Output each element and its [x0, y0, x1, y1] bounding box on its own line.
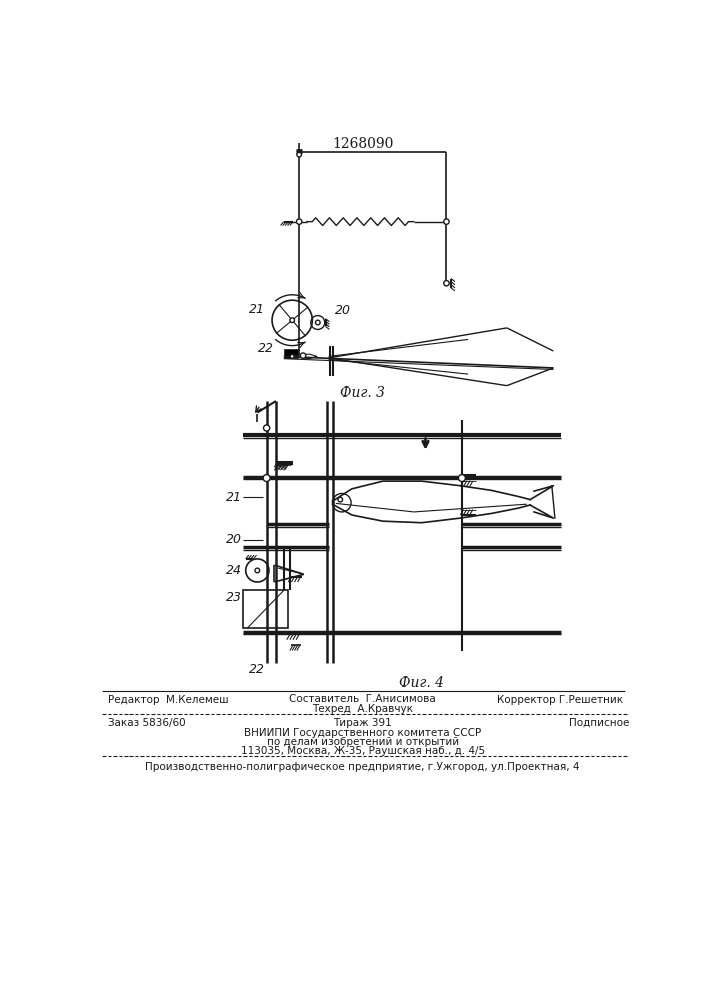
- Circle shape: [264, 425, 270, 431]
- Circle shape: [290, 318, 295, 323]
- Text: 21: 21: [226, 491, 242, 504]
- Circle shape: [300, 353, 305, 358]
- Text: 20: 20: [226, 533, 242, 546]
- Text: Редактор  М.Келемеш: Редактор М.Келемеш: [107, 695, 228, 705]
- Text: по делам изобретений и открытий: по делам изобретений и открытий: [267, 737, 459, 747]
- Circle shape: [444, 219, 449, 224]
- Text: 21: 21: [249, 303, 265, 316]
- Text: Корректор Г.Решетник: Корректор Г.Решетник: [497, 695, 623, 705]
- Text: Техред  А.Кравчук: Техред А.Кравчук: [312, 704, 413, 714]
- Text: 23: 23: [226, 591, 242, 604]
- Circle shape: [255, 568, 259, 573]
- Text: Подписное: Подписное: [569, 718, 629, 728]
- Circle shape: [338, 497, 343, 502]
- Text: 20: 20: [335, 304, 351, 317]
- Circle shape: [458, 475, 465, 482]
- Bar: [243, 590, 288, 628]
- Text: 22: 22: [250, 663, 265, 676]
- Text: Фиг. 4: Фиг. 4: [399, 676, 444, 690]
- Text: Производственно-полиграфическое предприятие, г.Ужгород, ул.Проектная, 4: Производственно-полиграфическое предприя…: [146, 762, 580, 772]
- Circle shape: [297, 152, 301, 157]
- Text: 1268090: 1268090: [332, 137, 393, 151]
- Bar: [284, 349, 298, 358]
- Text: Фиг. 3: Фиг. 3: [340, 386, 385, 400]
- Text: Тираж 391: Тираж 391: [333, 718, 392, 728]
- Circle shape: [291, 354, 294, 358]
- Text: 22: 22: [258, 342, 274, 355]
- Text: Составитель  Г.Анисимова: Составитель Г.Анисимова: [289, 694, 436, 704]
- Text: ВНИИПИ Государственного комитета СССР: ВНИИПИ Государственного комитета СССР: [244, 728, 481, 738]
- Text: Заказ 5836/60: Заказ 5836/60: [107, 718, 185, 728]
- Circle shape: [296, 219, 302, 224]
- Circle shape: [315, 320, 320, 325]
- Text: 113035, Москва, Ж-35, Раушская наб., д. 4/5: 113035, Москва, Ж-35, Раушская наб., д. …: [240, 746, 485, 756]
- Circle shape: [263, 475, 270, 482]
- Text: 24: 24: [226, 564, 242, 577]
- Circle shape: [444, 281, 449, 286]
